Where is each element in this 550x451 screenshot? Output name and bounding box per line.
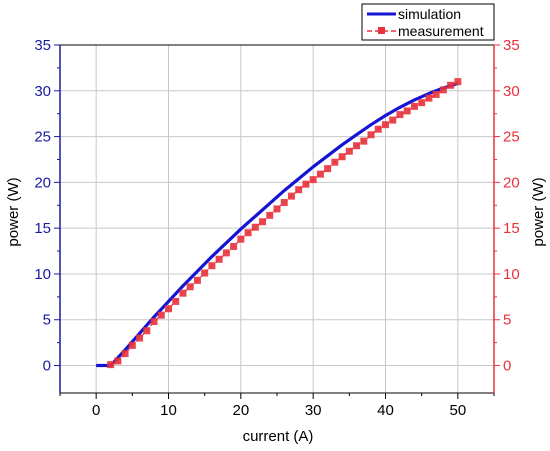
measurement-point (432, 90, 440, 98)
measurement-point (186, 283, 194, 291)
measurement-point (179, 289, 187, 297)
left-y-tick-label: 25 (34, 129, 51, 146)
measurement-point (309, 176, 317, 184)
measurement-point (251, 223, 259, 231)
measurement-point (374, 125, 382, 133)
measurement-point (208, 262, 216, 270)
left-y-tick-label: 20 (34, 174, 51, 191)
measurement-point (237, 235, 245, 243)
measurement-point (360, 137, 368, 145)
measurement-point (121, 350, 129, 358)
measurement-point (172, 297, 180, 305)
simulation-line (96, 81, 459, 368)
right-y-tick-label: 35 (503, 37, 520, 54)
measurement-point (114, 357, 122, 365)
right-y-axis-title: power (W) (530, 177, 547, 246)
measurement-point (244, 229, 252, 237)
axes: 0 10 20 30 40 50 0 0 5 5 10 10 15 15 20 20 25 25 30 30 35 35 (34, 37, 519, 419)
measurement-point (338, 153, 346, 161)
measurement-point (410, 102, 418, 110)
measurement-point (128, 341, 136, 349)
left-y-tick-label: 10 (34, 266, 51, 283)
measurement-point (367, 131, 375, 139)
measurement-point (157, 311, 165, 319)
measurement-point (165, 305, 172, 313)
measurement-point (280, 199, 288, 207)
x-tick-label: 50 (449, 402, 466, 419)
right-y-tick-label: 15 (503, 220, 520, 237)
measurement-point (143, 327, 151, 335)
measurement-point (266, 211, 274, 219)
measurement-point (273, 205, 281, 213)
measurement-point (382, 121, 389, 129)
measurement-point (447, 81, 455, 89)
measurement-point (150, 318, 158, 326)
right-y-tick-label: 25 (503, 129, 520, 146)
measurement-point (222, 249, 230, 257)
measurement-point (287, 192, 295, 200)
right-y-tick-label: 20 (503, 174, 520, 191)
right-y-tick-label: 0 (503, 358, 511, 375)
measurement-point (215, 255, 223, 263)
measurement-point (316, 170, 324, 178)
x-tick-label: 20 (232, 402, 249, 419)
left-y-tick-label: 0 (43, 358, 51, 375)
measurement-line (110, 81, 459, 366)
measurement-point (107, 361, 115, 369)
x-tick-label: 40 (377, 402, 394, 419)
legend-measurement-label: measurement (398, 23, 484, 39)
legend: simulation measurement (361, 3, 495, 41)
measurement-point (324, 165, 332, 173)
measurement-point (396, 111, 404, 119)
series (96, 78, 462, 369)
measurement-point (418, 99, 426, 107)
measurement-point (439, 86, 447, 94)
left-y-tick-label: 30 (34, 83, 51, 100)
x-tick-label: 10 (160, 402, 177, 419)
right-y-tick-label: 10 (503, 266, 520, 283)
x-axis-title: current (A) (243, 428, 314, 445)
measurement-point (193, 276, 201, 284)
measurement-point (425, 94, 433, 102)
right-y-tick-label: 30 (503, 83, 520, 100)
measurement-point (295, 186, 303, 194)
right-y-tick-label: 5 (503, 312, 511, 329)
measurement-point (259, 218, 267, 226)
x-tick-label: 0 (92, 402, 100, 419)
left-y-tick-label: 15 (34, 220, 51, 237)
legend-measurement-marker (378, 27, 385, 34)
measurement-point (230, 242, 238, 250)
left-y-tick-label: 5 (43, 312, 51, 329)
x-tick-label: 30 (305, 402, 322, 419)
measurement-point (201, 269, 209, 277)
measurement-point (302, 180, 310, 188)
measurement-point (403, 107, 411, 115)
left-y-axis-title: power (W) (5, 177, 22, 246)
measurement-point (136, 334, 144, 342)
left-y-tick-label: 35 (34, 37, 51, 54)
measurement-point (331, 158, 339, 166)
measurement-point (353, 142, 361, 150)
legend-simulation-label: simulation (398, 6, 461, 22)
measurement-point (389, 116, 397, 124)
measurement-point (454, 78, 462, 86)
measurement-point (345, 147, 353, 155)
